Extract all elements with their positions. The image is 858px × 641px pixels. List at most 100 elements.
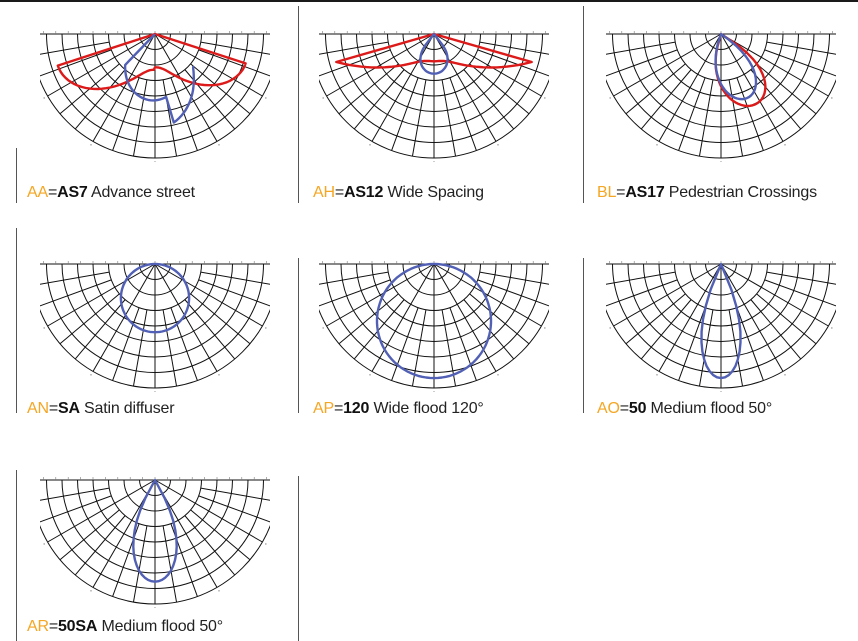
- arc-dot: [720, 161, 722, 162]
- grid-ray: [132, 525, 148, 603]
- arc-dot: [720, 391, 722, 392]
- top-rule: [0, 0, 858, 2]
- arc-dot: [90, 144, 92, 146]
- grid-ray: [74, 69, 126, 130]
- grid-ray: [47, 263, 156, 327]
- arc-dot: [656, 374, 658, 376]
- grid-ray: [766, 271, 836, 285]
- grid-ray: [606, 49, 678, 77]
- grid-ray: [92, 263, 156, 372]
- option-description: Wide flood 120°: [369, 400, 484, 417]
- equals-sign: =: [616, 184, 626, 201]
- grid-ray: [606, 271, 676, 285]
- grid-ray: [640, 69, 692, 130]
- equals-sign: =: [333, 400, 344, 417]
- option-code: BL: [597, 184, 617, 201]
- option-description: Satin diffuser: [79, 400, 175, 417]
- grid-ray: [162, 79, 178, 157]
- grid-top-mask: [40, 252, 270, 260]
- grid-ray: [154, 263, 218, 372]
- grid-ray: [658, 33, 722, 142]
- equals-sign: =: [334, 184, 344, 201]
- grid-ray: [698, 79, 714, 157]
- arc-dot: [265, 327, 267, 329]
- grid-ray: [433, 33, 542, 97]
- polar-diagram-aa: [40, 22, 270, 162]
- grid-ray: [479, 271, 549, 285]
- grid-ray: [353, 69, 405, 130]
- grid-ray: [154, 33, 218, 142]
- grid-ray: [720, 33, 784, 142]
- model-code: AS7: [57, 184, 88, 201]
- model-code: SA: [57, 400, 80, 417]
- divider-mid-2: [583, 6, 584, 203]
- grid-ray: [112, 307, 140, 381]
- arc-dot: [369, 144, 371, 146]
- equals-sign: =: [48, 618, 58, 635]
- model-code: 120: [343, 400, 370, 417]
- option-description: Medium flood 50°: [646, 400, 773, 417]
- grid-ray: [319, 41, 389, 55]
- divider-right-ar: [298, 476, 299, 641]
- arc-dot: [265, 97, 267, 99]
- option-description: Medium flood 50°: [97, 618, 223, 635]
- model-code: AS17: [625, 184, 665, 201]
- arc-dot: [609, 327, 611, 329]
- option-code: AN: [27, 400, 49, 417]
- grid-ray: [198, 495, 270, 523]
- caption-ar: AR=50SA Medium flood 50°: [27, 618, 223, 636]
- caption-bl: BL=AS17 Pedestrian Crossings: [597, 184, 817, 202]
- grid-ray: [59, 293, 120, 345]
- grid-ray: [720, 33, 829, 97]
- polar-grid: [319, 252, 549, 392]
- grid-ray: [720, 263, 829, 327]
- arc-dot: [831, 97, 833, 99]
- arc-dot: [433, 391, 435, 392]
- equals-sign: =: [619, 400, 629, 417]
- arc-dot: [154, 391, 156, 392]
- grid-ray: [338, 293, 399, 345]
- grid-ray: [449, 307, 477, 381]
- grid-ray: [112, 77, 140, 151]
- grid-ray: [391, 307, 419, 381]
- grid-ray: [200, 41, 270, 55]
- grid-ray: [59, 509, 120, 561]
- grid-ray: [750, 69, 802, 130]
- grid-ray: [606, 41, 676, 55]
- grid-ray: [606, 279, 678, 307]
- polar-diagram-bl: [606, 22, 836, 162]
- grid-ray: [319, 271, 389, 285]
- grid-ray: [756, 63, 817, 115]
- arc-dot: [322, 97, 324, 99]
- polar-grid: [606, 252, 836, 392]
- grid-ray: [40, 49, 112, 77]
- divider-mid-1: [298, 6, 299, 203]
- option-code: AR: [27, 618, 49, 635]
- option-description: Wide Spacing: [383, 184, 484, 201]
- equals-sign: =: [48, 400, 58, 417]
- polar-grid: [40, 468, 270, 608]
- grid-ray: [750, 299, 802, 360]
- arc-dot: [497, 374, 499, 376]
- grid-ray: [678, 307, 706, 381]
- grid-top-mask: [40, 22, 270, 30]
- grid-ray: [720, 263, 784, 372]
- arc-dot: [265, 543, 267, 545]
- polar-grid: [606, 22, 836, 162]
- option-description: Pedestrian Crossings: [664, 184, 817, 201]
- arc-dot: [43, 97, 45, 99]
- grid-ray: [190, 63, 251, 115]
- grid-ray: [162, 309, 178, 387]
- grid-ray: [132, 79, 148, 157]
- arc-dot: [433, 161, 435, 162]
- polar-diagram-ar: [40, 468, 270, 608]
- grid-ray: [162, 525, 178, 603]
- caption-ap: AP=120 Wide flood 120°: [313, 400, 484, 418]
- grid-ray: [463, 69, 515, 130]
- grid-ray: [326, 33, 435, 97]
- caption-an: AN=SA Satin diffuser: [27, 400, 175, 418]
- polar-diagram-ah: [319, 22, 549, 162]
- grid-ray: [198, 279, 270, 307]
- arc-dot: [497, 144, 499, 146]
- grid-ray: [433, 33, 497, 142]
